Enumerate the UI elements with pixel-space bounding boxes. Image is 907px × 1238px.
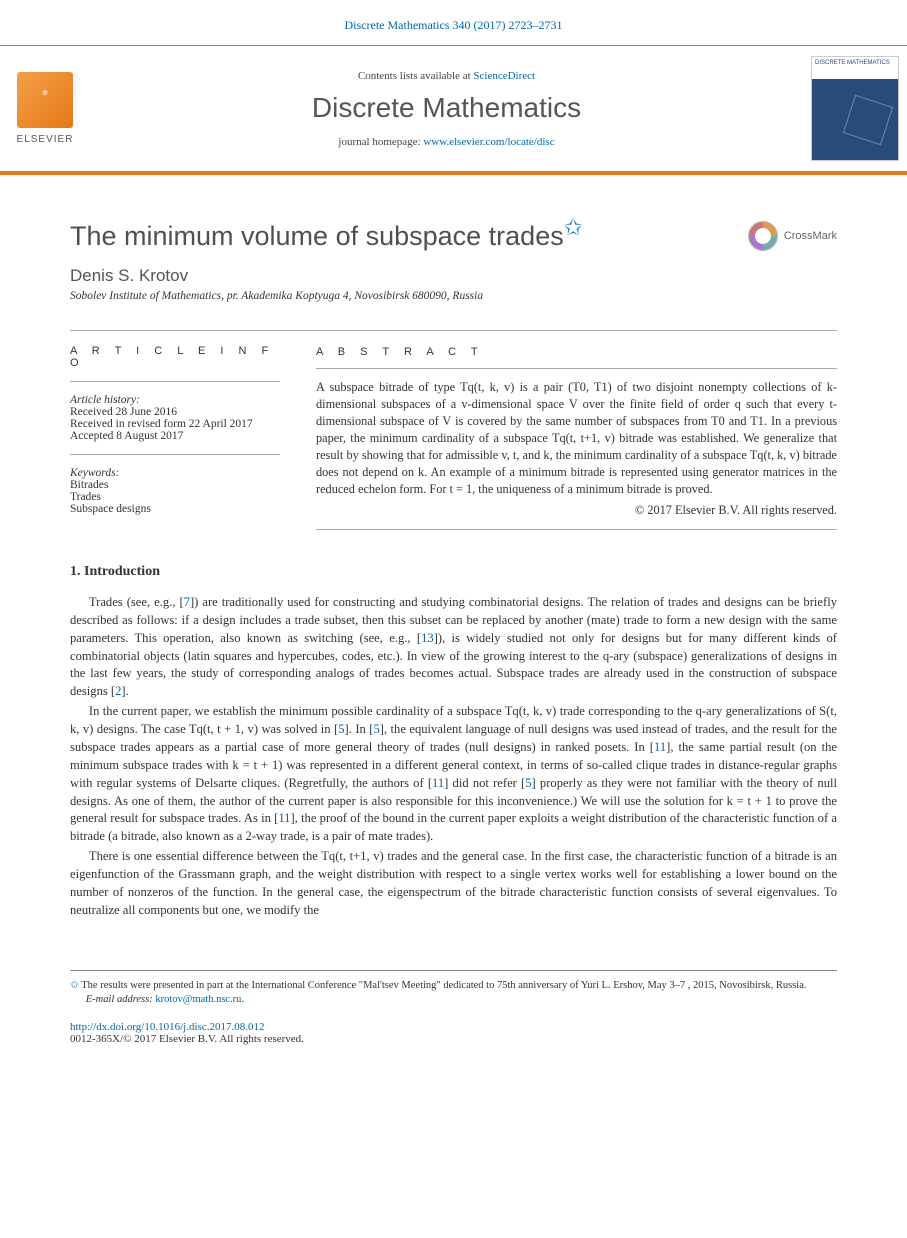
intro-p1: Trades (see, e.g., [7]) are traditionall… <box>70 594 837 701</box>
journal-header-band: ELSEVIER Contents lists available at Sci… <box>0 45 907 175</box>
email-link[interactable]: krotov@math.nsc.ru <box>155 994 241 1005</box>
abstract-label: A B S T R A C T <box>316 345 837 360</box>
author-name[interactable]: Denis S. Krotov <box>70 266 748 286</box>
ref-13[interactable]: 13 <box>421 631 434 645</box>
keyword-0: Bitrades <box>70 479 280 491</box>
author-affiliation: Sobolev Institute of Mathematics, pr. Ak… <box>70 290 748 302</box>
title-footnote-star[interactable]: ✩ <box>564 215 583 240</box>
journal-name: Discrete Mathematics <box>90 92 803 124</box>
homepage-link[interactable]: www.elsevier.com/locate/disc <box>423 136 554 148</box>
cover-label: DISCRETE MATHEMATICS <box>812 57 898 79</box>
email-label: E-mail address: <box>86 994 153 1005</box>
doi-block: http://dx.doi.org/10.1016/j.disc.2017.08… <box>0 1007 907 1069</box>
footnote-email: E-mail address: krotov@math.nsc.ru. <box>70 993 837 1007</box>
footnote-presented-text: The results were presented in part at th… <box>79 980 807 991</box>
elsevier-wordmark: ELSEVIER <box>17 134 74 145</box>
ref-11b[interactable]: 11 <box>432 776 444 790</box>
crossmark-icon <box>748 221 778 251</box>
issn-line: 0012-365X/© 2017 Elsevier B.V. All right… <box>70 1033 837 1045</box>
elsevier-logo[interactable]: ELSEVIER <box>0 46 90 171</box>
doi-link[interactable]: http://dx.doi.org/10.1016/j.disc.2017.08… <box>70 1021 264 1033</box>
contents-line: Contents lists available at ScienceDirec… <box>90 70 803 82</box>
crossmark-badge[interactable]: CrossMark <box>748 221 837 251</box>
paper-title: The minimum volume of subspace trades✩ <box>70 215 748 252</box>
footnotes: ✩ The results were presented in part at … <box>70 970 837 1007</box>
abstract-copyright: © 2017 Elsevier B.V. All rights reserved… <box>316 502 837 519</box>
footnote-presented: ✩ The results were presented in part at … <box>70 979 837 993</box>
homepage-prefix: journal homepage: <box>338 136 423 148</box>
keyword-2: Subspace designs <box>70 503 280 515</box>
introduction-section: 1. Introduction Trades (see, e.g., [7]) … <box>0 530 907 920</box>
abstract-text: A subspace bitrade of type Tq(t, k, v) i… <box>316 379 837 498</box>
header-center: Contents lists available at ScienceDirec… <box>90 46 803 171</box>
contents-prefix: Contents lists available at <box>358 70 473 82</box>
accepted-date: Accepted 8 August 2017 <box>70 430 280 442</box>
keywords-label: Keywords: <box>70 467 280 479</box>
p2e: ] did not refer [ <box>444 776 525 790</box>
ref-11c[interactable]: 11 <box>278 811 290 825</box>
p1a: Trades (see, e.g., [ <box>89 595 184 609</box>
intro-heading: 1. Introduction <box>70 564 837 580</box>
elsevier-tree-icon <box>17 72 73 128</box>
article-info-col: A R T I C L E I N F O Article history: R… <box>70 345 280 530</box>
p2b: ]. In [ <box>345 722 374 736</box>
footnote-star-icon: ✩ <box>70 980 79 991</box>
revised-date: Received in revised form 22 April 2017 <box>70 418 280 430</box>
keyword-1: Trades <box>70 491 280 503</box>
crossmark-label: CrossMark <box>784 230 837 242</box>
abstract-col: A B S T R A C T A subspace bitrade of ty… <box>316 345 837 530</box>
title-block: The minimum volume of subspace trades✩ D… <box>0 175 907 312</box>
received-date: Received 28 June 2016 <box>70 406 280 418</box>
article-info-label: A R T I C L E I N F O <box>70 345 280 369</box>
email-tail: . <box>241 994 244 1005</box>
p1d: ]. <box>121 684 128 698</box>
cover-pentagon-icon <box>843 95 893 145</box>
history-label: Article history: <box>70 394 280 406</box>
intro-p2: In the current paper, we establish the m… <box>70 703 837 846</box>
citation-link[interactable]: Discrete Mathematics 340 (2017) 2723–273… <box>345 18 563 32</box>
homepage-line: journal homepage: www.elsevier.com/locat… <box>90 136 803 148</box>
top-citation: Discrete Mathematics 340 (2017) 2723–273… <box>0 0 907 45</box>
journal-cover-thumb[interactable]: DISCRETE MATHEMATICS <box>811 56 899 161</box>
title-text: The minimum volume of subspace trades <box>70 221 564 251</box>
ref-11a[interactable]: 11 <box>654 740 666 754</box>
intro-p3: There is one essential difference betwee… <box>70 848 837 920</box>
info-abstract-row: A R T I C L E I N F O Article history: R… <box>0 331 907 530</box>
sciencedirect-link[interactable]: ScienceDirect <box>473 70 535 82</box>
